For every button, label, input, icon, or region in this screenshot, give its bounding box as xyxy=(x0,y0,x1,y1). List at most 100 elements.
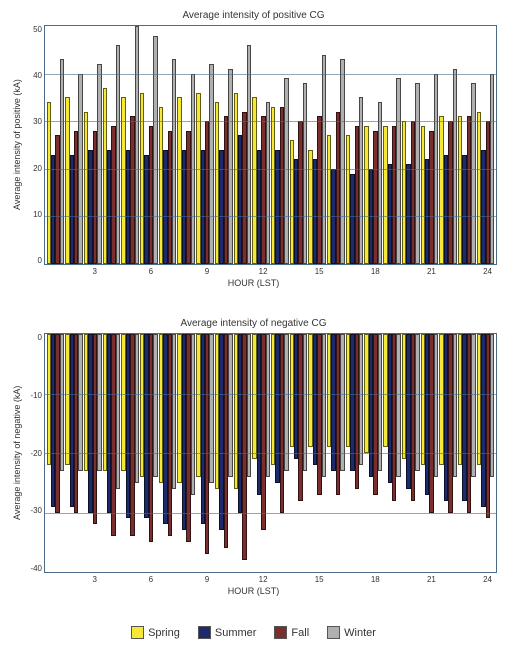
ytick-label: 50 xyxy=(24,25,42,34)
hour-group xyxy=(308,26,327,264)
xtick-label xyxy=(329,575,348,584)
xtick-label xyxy=(347,267,366,276)
hour-group xyxy=(401,26,420,264)
ytick-label: 40 xyxy=(24,71,42,80)
summer-swatch xyxy=(198,626,211,639)
positive-yticks: 50403020100 xyxy=(24,25,44,265)
bar-winter xyxy=(153,36,157,264)
hour-group xyxy=(270,26,289,264)
gridline xyxy=(45,394,496,395)
hour-group xyxy=(46,26,65,264)
xtick-label xyxy=(160,575,179,584)
positive-chart: Average intensity of positive CG Average… xyxy=(10,10,497,288)
bar-winter xyxy=(97,334,101,471)
hour-group xyxy=(158,26,177,264)
bar-winter xyxy=(247,334,251,477)
hour-group xyxy=(196,26,215,264)
legend-item-winter: Winter xyxy=(327,626,376,639)
xtick-label: 3 xyxy=(85,575,104,584)
bar-winter xyxy=(116,334,120,489)
bar-winter xyxy=(322,55,326,264)
xtick-label: 12 xyxy=(254,267,273,276)
xtick-label xyxy=(235,575,254,584)
xtick-label: 24 xyxy=(478,267,497,276)
bar-winter xyxy=(471,83,475,264)
bar-winter xyxy=(172,59,176,264)
xtick-label: 15 xyxy=(310,575,329,584)
bar-winter xyxy=(359,97,363,264)
gridline xyxy=(45,169,496,170)
ytick-label: 10 xyxy=(24,210,42,219)
xtick-label: 21 xyxy=(422,267,441,276)
gridline xyxy=(45,121,496,122)
bar-winter xyxy=(116,45,120,264)
bar-winter xyxy=(453,334,457,477)
xtick-label: 9 xyxy=(198,575,217,584)
xtick-label xyxy=(48,267,67,276)
ytick-label: 0 xyxy=(24,256,42,265)
hour-group xyxy=(233,26,252,264)
xtick-label: 24 xyxy=(478,575,497,584)
hour-group xyxy=(476,26,495,264)
xtick-label: 12 xyxy=(254,575,273,584)
xtick-label xyxy=(347,575,366,584)
ytick-label: -40 xyxy=(24,564,42,573)
negative-yticks: 0-10-20-30-40 xyxy=(24,333,44,573)
xtick-label xyxy=(291,267,310,276)
bar-winter xyxy=(135,334,139,483)
xtick-label xyxy=(67,267,86,276)
negative-plot xyxy=(44,333,497,573)
hour-group xyxy=(364,26,383,264)
bar-winter xyxy=(172,334,176,489)
xtick-label xyxy=(235,267,254,276)
xtick-label xyxy=(441,267,460,276)
bar-winter xyxy=(284,78,288,264)
legend-label: Fall xyxy=(291,627,309,639)
positive-title: Average intensity of positive CG xyxy=(10,10,497,21)
hour-group xyxy=(177,26,196,264)
bar-winter xyxy=(303,83,307,264)
negative-title: Average intensity of negative CG xyxy=(10,318,497,329)
bar-winter xyxy=(284,334,288,471)
xtick-label: 3 xyxy=(85,267,104,276)
hour-group xyxy=(102,26,121,264)
bar-winter xyxy=(434,334,438,477)
xtick-label xyxy=(329,267,348,276)
xtick-label xyxy=(385,267,404,276)
bar-winter xyxy=(153,334,157,477)
bar-winter xyxy=(228,334,232,477)
ytick-label: 20 xyxy=(24,164,42,173)
bar-winter xyxy=(322,334,326,477)
negative-xticks: 3691215182124 xyxy=(48,575,497,584)
hour-group xyxy=(420,26,439,264)
bar-winter xyxy=(60,59,64,264)
bar-winter xyxy=(135,26,139,264)
gridline xyxy=(45,74,496,75)
xtick-label xyxy=(104,267,123,276)
xtick-label: 15 xyxy=(310,267,329,276)
gridline xyxy=(45,216,496,217)
legend-label: Winter xyxy=(344,627,376,639)
xtick-label: 21 xyxy=(422,575,441,584)
xtick-label xyxy=(441,575,460,584)
xtick-label xyxy=(179,267,198,276)
xtick-label xyxy=(104,575,123,584)
xtick-label xyxy=(48,575,67,584)
legend-item-fall: Fall xyxy=(274,626,309,639)
bar-winter xyxy=(359,334,363,465)
bar-winter xyxy=(340,59,344,264)
xtick-label xyxy=(385,575,404,584)
hour-group xyxy=(140,26,159,264)
ytick-label: 0 xyxy=(24,333,42,342)
bar-winter xyxy=(415,83,419,264)
positive-plot xyxy=(44,25,497,265)
xtick-label xyxy=(216,575,235,584)
bar-winter xyxy=(396,334,400,477)
hour-group xyxy=(83,26,102,264)
xtick-label: 9 xyxy=(198,267,217,276)
xtick-label xyxy=(67,575,86,584)
hour-group xyxy=(383,26,402,264)
xtick-label xyxy=(459,575,478,584)
xtick-label xyxy=(291,575,310,584)
legend-label: Spring xyxy=(148,627,180,639)
